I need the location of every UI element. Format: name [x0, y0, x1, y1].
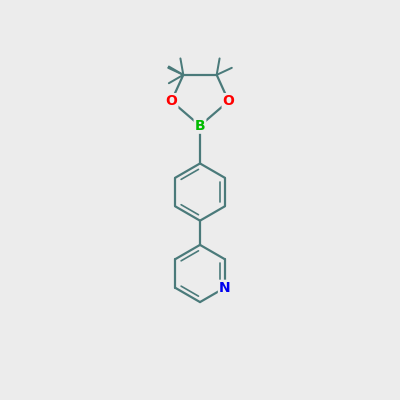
Text: O: O — [223, 94, 234, 108]
Text: O: O — [166, 94, 177, 108]
Text: B: B — [195, 119, 205, 133]
Text: N: N — [219, 281, 230, 295]
